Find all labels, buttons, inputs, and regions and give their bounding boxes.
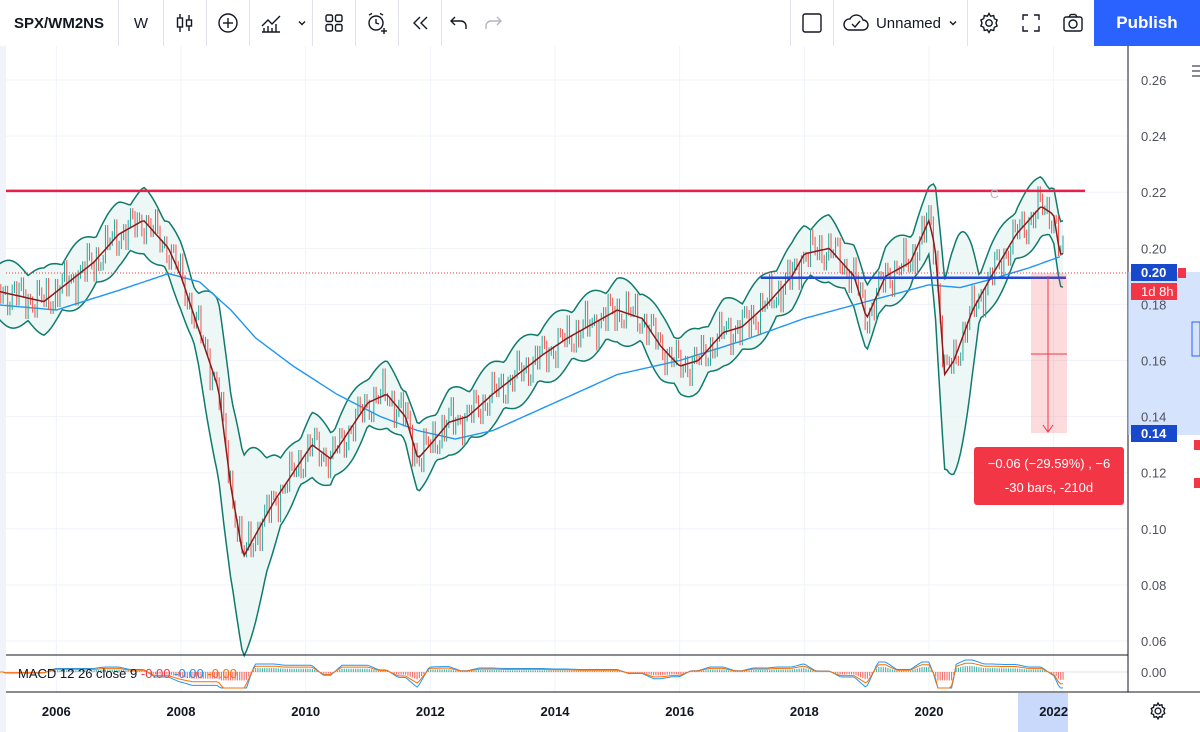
price-axis-label: 0.12 <box>1141 466 1166 481</box>
top-toolbar: SPX/WM2NS W Unnamed <box>0 0 1200 47</box>
fullscreen-icon <box>1022 14 1040 32</box>
price-axis-label: 0.16 <box>1141 354 1166 369</box>
candles-icon <box>176 14 193 32</box>
time-axis-label: 2010 <box>291 704 320 719</box>
undo-icon <box>450 16 467 29</box>
time-axis-label: 2008 <box>167 704 196 719</box>
chart-settings-button[interactable] <box>1148 701 1168 726</box>
toolbar-divider <box>355 0 357 46</box>
bollinger-upper-band <box>0 176 1064 459</box>
screenshot-icon <box>1063 13 1083 32</box>
templates-button[interactable] <box>313 0 355 46</box>
toolbar-divider <box>967 0 968 46</box>
screenshot-button[interactable] <box>1052 0 1094 46</box>
settings-icon <box>980 12 998 34</box>
macd-legend[interactable]: MACD 12 26 close 9 -0.00 -0.00 -0.00 <box>18 666 237 681</box>
measure-change-text: −0.06 (−29.59%) , −6 <box>987 456 1111 471</box>
gear-icon <box>1150 701 1166 721</box>
interval-button[interactable]: W <box>133 14 149 32</box>
macd-axis-label: 0.00 <box>1141 665 1166 680</box>
toolbar-divider <box>398 0 400 46</box>
price-chart[interactable]: C 0.260.240.220.200.180.160.140.120.100.… <box>0 46 1200 732</box>
layout-menu-button[interactable]: Unnamed <box>834 0 967 46</box>
indicators-dropdown[interactable] <box>292 0 312 46</box>
symbol-search-button[interactable]: SPX/WM2NS <box>14 14 105 32</box>
left-drawing-strip <box>0 46 6 732</box>
add-indicator-icon <box>218 13 238 33</box>
toolbar-divider <box>206 0 208 46</box>
time-axis-highlight <box>1018 693 1068 732</box>
measure-info-box: −0.06 (−29.59%) , −6 -30 bars, -210d <box>974 447 1124 505</box>
macd-histogram-value: -0.00 <box>140 666 171 681</box>
fullscreen-button[interactable] <box>1010 0 1052 46</box>
price-axis-label: 0.24 <box>1141 129 1166 144</box>
toolbar-divider <box>249 0 251 46</box>
axis-marker <box>1194 440 1200 450</box>
price-axis-label: 0.26 <box>1141 73 1166 88</box>
price-axis-label: 0.22 <box>1141 185 1166 200</box>
time-axis-label: 2006 <box>42 704 71 719</box>
toolbar-divider <box>789 0 791 46</box>
alert-button[interactable] <box>356 0 398 46</box>
chevron-down-icon <box>298 21 306 26</box>
macd-signal-line <box>0 662 1064 689</box>
time-axis-label: 2022 <box>1039 704 1068 719</box>
compare-button[interactable] <box>207 0 249 46</box>
layout-name: Unnamed <box>875 14 941 32</box>
macd-line <box>0 659 1064 689</box>
price-axis-label: 0.10 <box>1141 522 1166 537</box>
time-axis-label: 2012 <box>416 704 445 719</box>
bollinger-band-fill <box>0 176 1063 656</box>
moving-average-200 <box>0 256 1061 440</box>
time-axis-label: 2014 <box>541 704 571 719</box>
indicators-icon <box>261 15 281 33</box>
redo-icon <box>485 16 503 29</box>
axis-marker <box>1194 478 1200 488</box>
toolbar-divider <box>312 0 314 46</box>
axis-marker <box>1178 268 1186 278</box>
chart-type-button[interactable] <box>164 0 206 46</box>
bollinger-lower-band <box>0 233 1064 658</box>
toolbar-divider <box>163 0 165 46</box>
time-axis-label: 2018 <box>790 704 819 719</box>
measure-bars-text: -30 bars, -210d <box>1004 480 1094 495</box>
alert-icon <box>368 12 388 34</box>
price-axis-label: 0.20 <box>1141 241 1166 256</box>
measure-tool-area[interactable] <box>1031 273 1067 433</box>
price-axis-label: 0.06 <box>1141 634 1166 649</box>
current-price-badge: 0.20 <box>1131 264 1177 281</box>
replay-button[interactable] <box>399 0 441 46</box>
countdown-badge: 1d 8h <box>1131 283 1177 300</box>
chevron-down-icon <box>949 21 957 26</box>
price-axis: 0.26 0.24 0.22 0.20 0.18 0.16 0.14 0.12 0.10 0.08… <box>1141 73 1166 680</box>
axis-scroll-handle[interactable] <box>1191 321 1200 357</box>
macd-pane <box>0 659 1128 689</box>
time-axis-label: 2020 <box>915 704 944 719</box>
macd-line-value: -0.00 <box>174 666 204 681</box>
macd-title: MACD 12 26 close 9 <box>18 666 138 681</box>
measure-arrowhead <box>1042 424 1054 433</box>
toolbar-divider <box>832 0 834 46</box>
replay-icon <box>413 16 428 30</box>
indicators-button[interactable] <box>250 0 292 46</box>
undo-button[interactable] <box>442 0 476 46</box>
toolbar-divider <box>118 0 120 46</box>
macd-signal-value: -0.00 <box>207 666 238 681</box>
time-axis-label: 2016 <box>665 704 694 719</box>
measure-low-badge: 0.14 <box>1131 425 1177 442</box>
cloud-icon <box>843 14 869 31</box>
fullscreen-square-icon <box>802 13 822 33</box>
fullscreen-square-button[interactable] <box>791 0 833 46</box>
price-axis-label: 0.14 <box>1141 410 1166 425</box>
redo-button[interactable] <box>476 0 510 46</box>
publish-button[interactable]: Publish <box>1094 0 1200 46</box>
axis-menu-icon[interactable] <box>1192 65 1200 77</box>
price-axis-label: 0.18 <box>1141 297 1166 312</box>
toolbar-divider <box>441 0 443 46</box>
price-axis-label: 0.08 <box>1141 578 1166 593</box>
templates-icon <box>325 14 343 32</box>
settings-button[interactable] <box>968 0 1010 46</box>
time-axis: 2006 2008 2010 2012 2014 2016 2018 2020 2022 <box>42 704 1068 719</box>
wave-label-c: C <box>990 187 999 201</box>
